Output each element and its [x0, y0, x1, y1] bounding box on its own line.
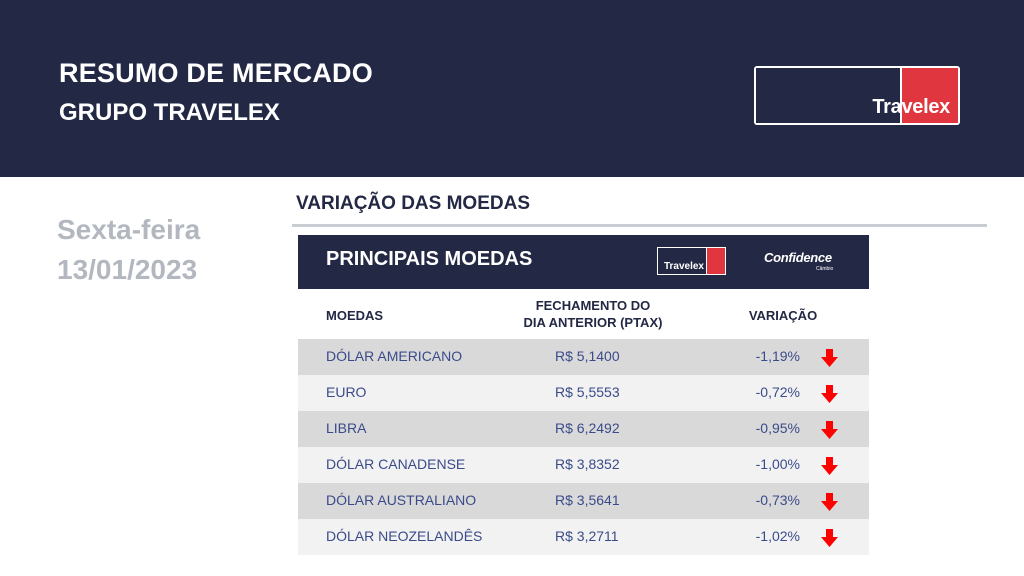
col-header-variation: VARIAÇÃO [748, 308, 818, 323]
down-arrow-icon [821, 493, 838, 511]
close-value: R$ 3,5641 [555, 492, 620, 508]
column-headers: MOEDAS FECHAMENTO DO DIA ANTERIOR (PTAX)… [298, 289, 869, 339]
date-label: 13/01/2023 [57, 254, 198, 285]
variation-value: -0,95% [755, 420, 800, 436]
currency-name: DÓLAR AUSTRALIANO [326, 492, 477, 508]
table-row: DÓLAR NEOZELANDÊS R$ 3,2711 -1,02% [298, 519, 869, 555]
travelex-logo: Travelex [754, 66, 960, 125]
currency-name: EURO [326, 384, 367, 400]
small-logo-text: Travelex [663, 261, 704, 272]
table-header: PRINCIPAIS MOEDAS Travelex Confidence Câ… [298, 235, 869, 289]
travelex-small-logo: Travelex [657, 247, 726, 275]
small-logo-navy-block [658, 248, 706, 274]
header-banner: RESUMO DE MERCADO GRUPO TRAVELEX Travele… [0, 0, 1024, 177]
close-value: R$ 6,2492 [555, 420, 620, 436]
table-row: LIBRA R$ 6,2492 -0,95% [298, 411, 869, 447]
logo-navy-block [756, 68, 900, 123]
table-title: PRINCIPAIS MOEDAS [326, 248, 533, 270]
weekday-label: Sexta-feira [57, 214, 201, 245]
variation-value: -1,19% [755, 348, 800, 364]
col-header-currency: MOEDAS [326, 308, 384, 323]
down-arrow-icon [821, 421, 838, 439]
down-arrow-icon [821, 349, 838, 367]
variation-value: -0,73% [755, 492, 800, 508]
currency-table: PRINCIPAIS MOEDAS Travelex Confidence Câ… [298, 235, 869, 555]
confidence-logo: Confidence [764, 250, 832, 265]
variation-value: -0,72% [755, 384, 800, 400]
close-value: R$ 3,8352 [555, 456, 620, 472]
table-row: EURO R$ 5,5553 -0,72% [298, 375, 869, 411]
close-value: R$ 5,5553 [555, 384, 620, 400]
logo-red-block [902, 68, 958, 123]
section-title: VARIAÇÃO DAS MOEDAS [296, 193, 530, 214]
col-header-close-line1: FECHAMENTO DO [535, 298, 651, 313]
logo-text: Travelex [872, 96, 950, 118]
down-arrow-icon [821, 457, 838, 475]
confidence-logo-sub: Câmbio [816, 266, 834, 272]
currency-name: DÓLAR CANADENSE [326, 456, 466, 472]
col-header-close-line2: DIA ANTERIOR (PTAX) [523, 315, 663, 330]
page-title: RESUMO DE MERCADO [59, 58, 373, 88]
currency-name: DÓLAR NEOZELANDÊS [326, 528, 483, 544]
variation-value: -1,00% [755, 456, 800, 472]
section-divider [292, 224, 987, 227]
variation-value: -1,02% [755, 528, 800, 544]
small-logo-red-block [707, 248, 725, 274]
table-row: DÓLAR AMERICANO R$ 5,1400 -1,19% [298, 339, 869, 375]
page-subtitle: GRUPO TRAVELEX [59, 99, 280, 126]
close-value: R$ 5,1400 [555, 348, 620, 364]
currency-name: LIBRA [326, 420, 367, 436]
table-row: DÓLAR CANADENSE R$ 3,8352 -1,00% [298, 447, 869, 483]
down-arrow-icon [821, 385, 838, 403]
table-row: DÓLAR AUSTRALIANO R$ 3,5641 -0,73% [298, 483, 869, 519]
close-value: R$ 3,2711 [555, 528, 619, 544]
down-arrow-icon [821, 529, 838, 547]
currency-name: DÓLAR AMERICANO [326, 348, 463, 364]
